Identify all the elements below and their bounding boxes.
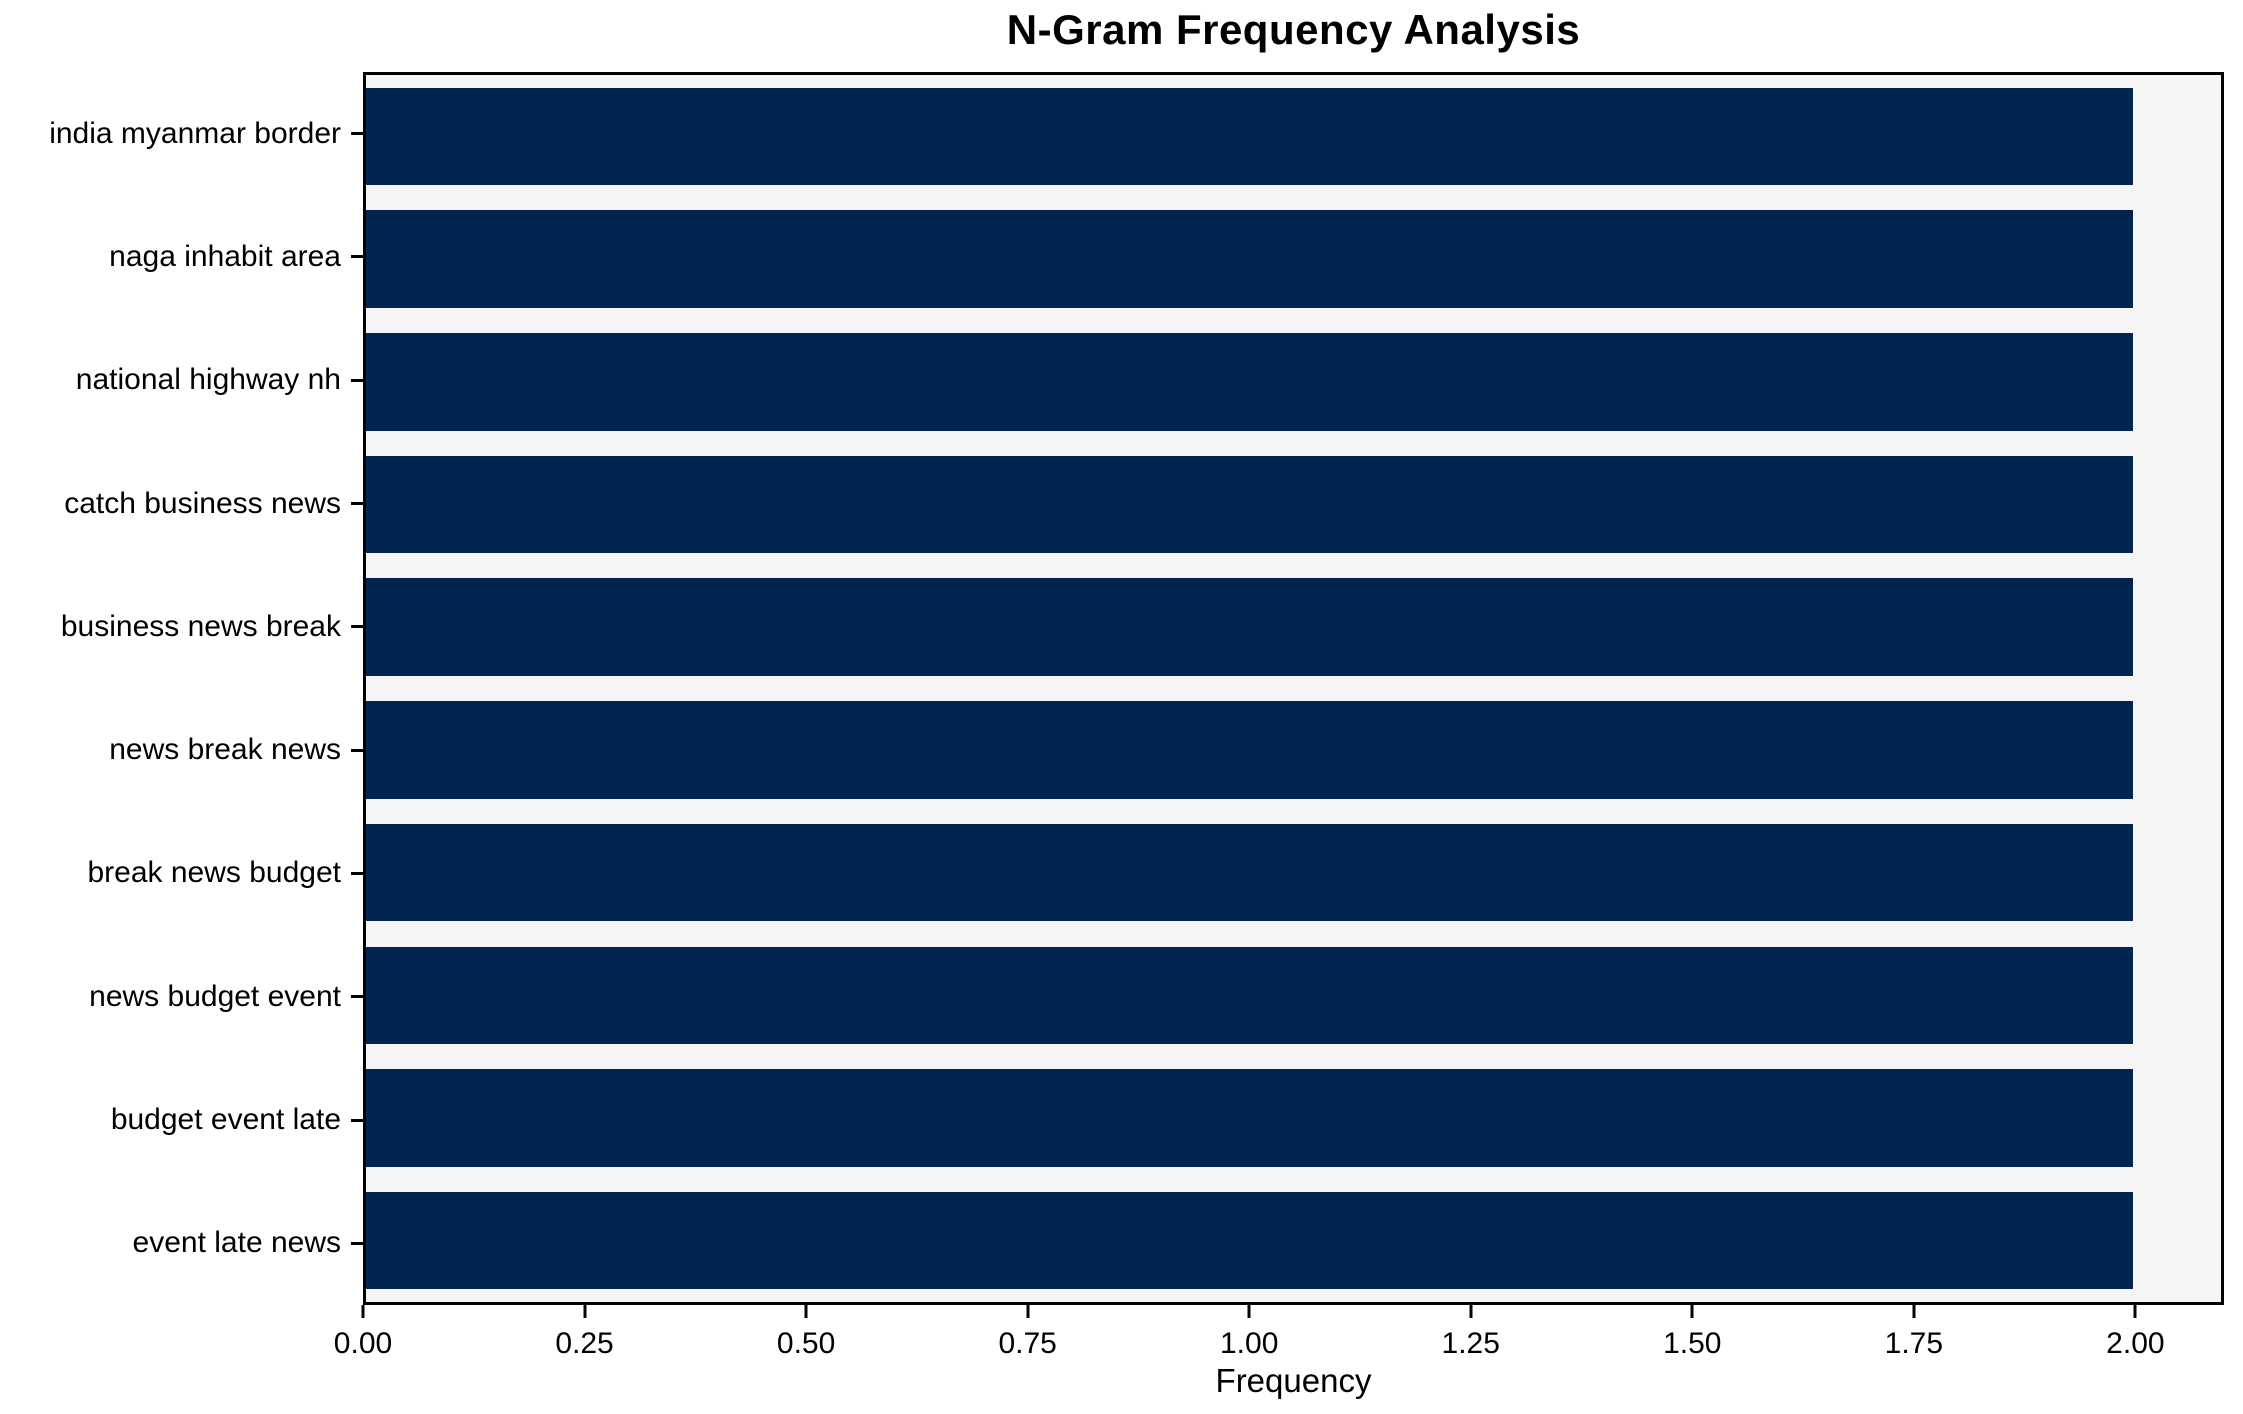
bar-row [366,198,2221,321]
y-label-row: india myanmar border [0,72,363,195]
y-tick-label: catch business news [64,486,341,520]
y-tick-mark [351,625,363,629]
y-tick-mark [351,871,363,875]
bar-row [366,75,2221,198]
bar-row [366,934,2221,1057]
y-tick-label: india myanmar border [49,116,341,150]
bar [366,701,2133,799]
bar [366,1069,2133,1167]
x-tick-label: 1.50 [1663,1327,1722,1360]
bar-row [366,566,2221,689]
x-tick-mark [1026,1305,1030,1318]
bar [366,578,2133,676]
bar-row [366,1179,2221,1302]
bar-row [366,443,2221,566]
y-axis-labels: india myanmar border naga inhabit area nat… [0,72,363,1305]
y-tick-mark [351,995,363,999]
bar [366,455,2133,554]
x-tick-label: 0.00 [333,1327,393,1360]
y-tick-label: business news break [60,609,341,643]
y-tick-mark [351,748,363,752]
bar [366,946,2133,1045]
bar [366,823,2133,922]
x-tick-label: 0.25 [555,1327,614,1360]
x-tick-label: 0.50 [776,1327,836,1360]
y-label-row: event late news [0,1182,363,1305]
y-tick-label: national highway nh [75,363,341,397]
y-tick-mark [351,255,363,259]
bar-row [366,689,2221,812]
plot-area [363,72,2224,1305]
x-tick-mark [361,1305,365,1318]
y-tick-mark [351,132,363,136]
y-tick-mark [351,502,363,506]
x-tick-mark [1690,1305,1694,1318]
x-tick-label: 1.00 [1219,1327,1279,1360]
bar [366,1191,2133,1290]
y-tick-label: break news budget [87,856,341,890]
x-tick-mark [2133,1305,2137,1318]
y-label-row: budget event late [0,1058,363,1181]
bar-row [366,1057,2221,1180]
chart-title: N-Gram Frequency Analysis [1006,6,1581,53]
x-tick-label: 1.75 [1884,1327,1944,1360]
x-tick-label: 0.75 [998,1327,1057,1360]
y-label-row: catch business news [0,442,363,565]
y-tick-label: news budget event [89,979,341,1013]
x-tick-mark [583,1305,587,1318]
bar [366,210,2133,308]
x-tick-label: 1.25 [1441,1327,1500,1360]
bars [366,75,2221,1302]
y-label-row: break news budget [0,812,363,935]
bar [366,87,2133,186]
bar-row [366,811,2221,934]
y-tick-mark [351,1241,363,1245]
y-tick-label: news break news [109,733,341,767]
x-tick-mark [804,1305,808,1318]
y-tick-mark [351,378,363,382]
bar [366,332,2133,431]
x-axis: 0.00 0.25 0.50 0.75 1.00 1.25 1.50 1.75 2.00 [334,1305,2224,1385]
y-tick-mark [351,1118,363,1122]
y-label-row: news break news [0,688,363,811]
bar-row [366,320,2221,443]
y-tick-label: budget event late [110,1103,341,1137]
x-tick-mark [1912,1305,1916,1318]
x-tick-label: 2.00 [2106,1327,2165,1360]
y-label-row: news budget event [0,935,363,1058]
x-tick-mark [1247,1305,1251,1318]
y-label-row: national highway nh [0,319,363,442]
x-axis-label: Frequency [1215,1362,1372,1399]
y-tick-label: event late news [132,1226,341,1260]
x-tick-mark [1469,1305,1473,1318]
y-label-row: business news break [0,565,363,688]
y-label-row: naga inhabit area [0,195,363,318]
y-tick-label: naga inhabit area [109,239,341,273]
